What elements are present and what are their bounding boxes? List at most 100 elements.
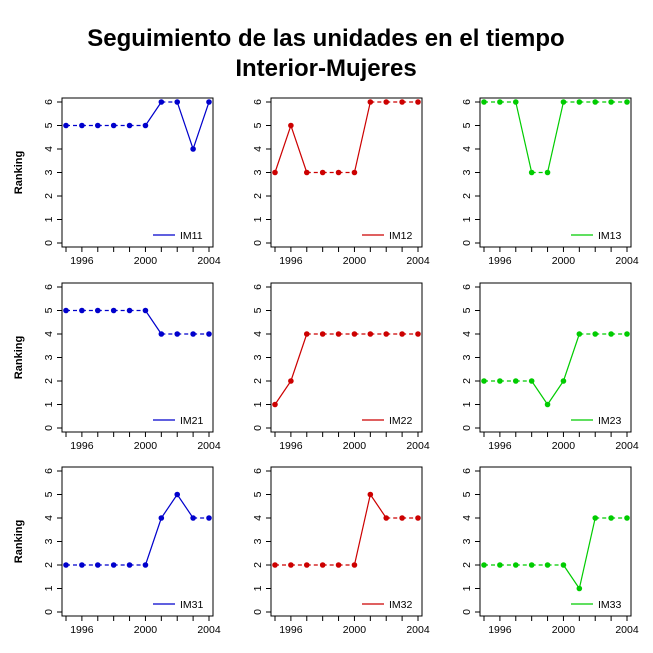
x-tick-label: 2000 — [552, 440, 576, 452]
x-tick-label: 1996 — [279, 624, 303, 636]
data-point — [79, 307, 85, 314]
y-tick-label: 4 — [461, 515, 473, 521]
y-tick-label: 4 — [43, 515, 55, 521]
data-point — [367, 331, 374, 337]
panel-im13: 0 1 2 3 4 5 6 1996 2000 2004 IM13 — [461, 97, 639, 267]
y-tick-label: 0 — [43, 609, 55, 615]
x-tick-label: 1996 — [279, 255, 303, 267]
y-tick-label: 3 — [461, 169, 473, 175]
y-tick-label: 2 — [43, 378, 55, 384]
x-tick-label: 2004 — [615, 255, 639, 267]
legend-label: IM13 — [598, 230, 622, 242]
data-point — [592, 515, 599, 521]
y-axis-title: Ranking — [13, 336, 25, 379]
data-point — [335, 562, 342, 568]
data-point — [63, 562, 69, 568]
y-tick-label: 4 — [252, 146, 264, 152]
series-segment — [274, 380, 292, 405]
series-segment — [578, 517, 596, 589]
y-tick-label: 2 — [252, 193, 264, 199]
x-tick-label: 2004 — [197, 624, 221, 636]
data-point — [351, 169, 358, 176]
x-tick-label: 2000 — [343, 255, 367, 267]
y-tick-label: 3 — [461, 538, 473, 544]
x-tick-label: 1996 — [279, 440, 303, 452]
data-point — [383, 515, 390, 521]
data-point — [110, 122, 117, 129]
y-tick-label: 0 — [461, 609, 473, 615]
legend-label: IM31 — [180, 599, 204, 611]
y-tick-label: 6 — [43, 468, 55, 474]
x-tick-label: 2000 — [134, 255, 158, 267]
data-point — [174, 491, 181, 498]
y-tick-label: 6 — [461, 99, 473, 105]
y-tick-label: 2 — [461, 193, 473, 199]
y-tick-label: 5 — [252, 307, 264, 313]
series-segment — [290, 333, 308, 382]
x-tick-label: 2000 — [134, 624, 158, 636]
data-point — [399, 515, 405, 521]
y-tick-label: 6 — [252, 99, 264, 105]
data-point — [544, 562, 551, 568]
data-point — [383, 99, 390, 105]
data-point — [351, 331, 358, 337]
y-tick-label: 0 — [461, 240, 473, 246]
data-point — [190, 331, 196, 337]
y-tick-label: 1 — [252, 401, 264, 407]
y-tick-label: 3 — [252, 169, 264, 175]
data-point — [481, 378, 487, 384]
y-tick-label: 0 — [252, 425, 264, 431]
y-tick-label: 1 — [252, 216, 264, 222]
y-tick-label: 1 — [461, 401, 473, 407]
x-tick-label: 1996 — [70, 624, 94, 636]
data-point — [399, 331, 405, 337]
series-segment — [353, 101, 371, 173]
y-tick-label: 5 — [252, 491, 264, 497]
data-point — [544, 401, 551, 408]
y-tick-label: 0 — [43, 425, 55, 431]
x-tick-label: 1996 — [488, 624, 512, 636]
x-tick-label: 1996 — [70, 440, 94, 452]
series-segment — [353, 494, 371, 566]
series-segment — [562, 564, 580, 589]
x-tick-label: 2004 — [615, 624, 639, 636]
data-point — [303, 562, 310, 568]
panel-im12: 0 1 2 3 4 5 6 1996 2000 2004 IM12 — [252, 97, 430, 267]
series-segment — [274, 125, 292, 173]
data-point — [174, 99, 181, 105]
y-tick-label: 6 — [461, 468, 473, 474]
x-tick-label: 2000 — [134, 440, 158, 452]
series-segment — [176, 494, 194, 519]
data-point — [415, 99, 421, 105]
data-point — [415, 515, 421, 521]
data-point — [303, 169, 310, 176]
series-segment — [546, 101, 565, 173]
panel-im32: 0 1 2 3 4 5 6 1996 2000 2004 IM32 — [252, 466, 430, 636]
y-tick-label: 5 — [252, 122, 264, 128]
x-tick-label: 2000 — [552, 255, 576, 267]
data-point — [512, 99, 519, 105]
data-point — [367, 99, 374, 105]
y-tick-label: 1 — [461, 585, 473, 591]
data-point — [63, 122, 69, 129]
y-tick-label: 1 — [43, 585, 55, 591]
data-point — [528, 562, 535, 568]
series-segment — [176, 101, 194, 150]
y-tick-label: 3 — [252, 538, 264, 544]
series-segment — [515, 101, 533, 173]
legend-label: IM23 — [598, 415, 622, 427]
data-point — [608, 99, 614, 105]
y-tick-label: 1 — [43, 401, 55, 407]
data-point — [608, 331, 614, 337]
data-point — [367, 491, 374, 498]
data-point — [544, 169, 551, 176]
y-tick-label: 0 — [43, 240, 55, 246]
y-tick-label: 1 — [461, 216, 473, 222]
y-tick-label: 5 — [43, 122, 55, 128]
y-tick-label: 4 — [43, 331, 55, 337]
y-tick-label: 2 — [461, 378, 473, 384]
y-tick-label: 2 — [252, 562, 264, 568]
chart-title-line2: Interior-Mujeres — [235, 55, 416, 82]
data-point — [79, 562, 85, 568]
